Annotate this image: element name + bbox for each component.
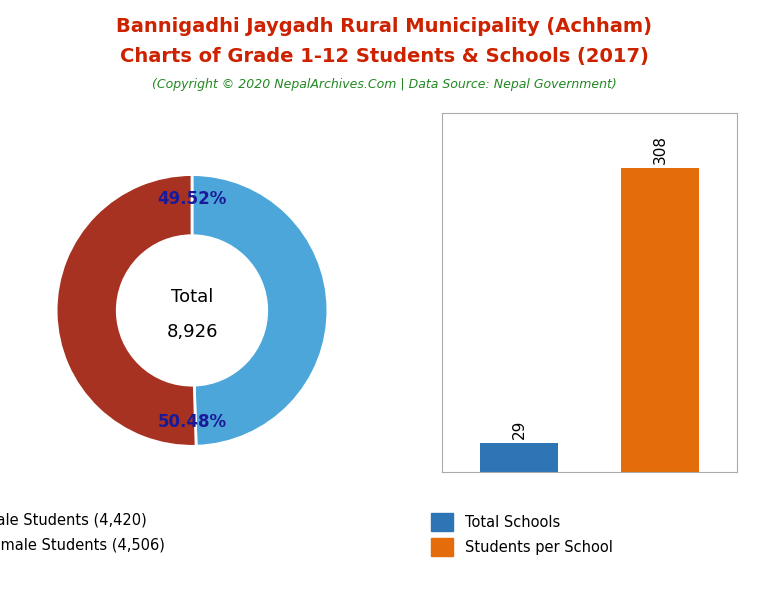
Text: Bannigadhi Jaygadh Rural Municipality (Achham): Bannigadhi Jaygadh Rural Municipality (A…	[116, 17, 652, 36]
Text: 8,926: 8,926	[166, 323, 218, 341]
Text: 50.48%: 50.48%	[157, 413, 227, 431]
Text: (Copyright © 2020 NepalArchives.Com | Data Source: Nepal Government): (Copyright © 2020 NepalArchives.Com | Da…	[151, 78, 617, 91]
Text: 29: 29	[511, 420, 527, 439]
Legend: Male Students (4,420), Female Students (4,506): Male Students (4,420), Female Students (…	[0, 505, 171, 559]
Wedge shape	[56, 174, 196, 447]
Text: Charts of Grade 1-12 Students & Schools (2017): Charts of Grade 1-12 Students & Schools …	[120, 47, 648, 66]
Legend: Total Schools, Students per School: Total Schools, Students per School	[425, 507, 618, 562]
Text: 49.52%: 49.52%	[157, 190, 227, 208]
Wedge shape	[192, 174, 328, 446]
Bar	[621, 168, 699, 472]
Text: Total: Total	[170, 288, 214, 306]
Bar	[480, 443, 558, 472]
Text: 308: 308	[652, 135, 667, 164]
